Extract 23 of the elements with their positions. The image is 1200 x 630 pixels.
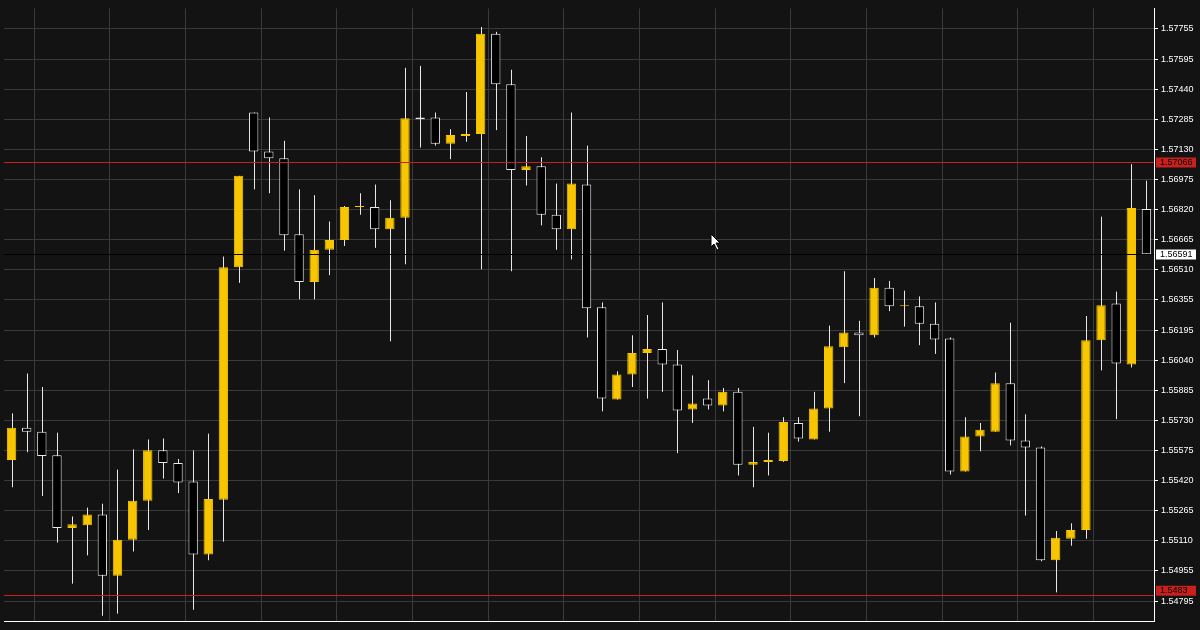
- y-tick-label: 1.55730: [1161, 415, 1194, 426]
- ref-line-label: 1.5483: [1160, 585, 1188, 596]
- y-tick-label: 1.55575: [1161, 445, 1194, 456]
- y-tick-label: 1.55265: [1161, 505, 1194, 516]
- y-tick-label: 1.57285: [1161, 114, 1194, 125]
- y-tick-label: 1.56975: [1161, 174, 1194, 185]
- y-tick-label: 1.57440: [1161, 84, 1194, 95]
- y-tick-label: 1.56040: [1161, 355, 1194, 366]
- y-tick-label: 1.57755: [1161, 23, 1194, 34]
- y-tick-label: 1.56510: [1161, 264, 1194, 275]
- y-tick-label: 1.55420: [1161, 475, 1194, 486]
- y-tick-label: 1.56195: [1161, 325, 1194, 336]
- y-tick-label: 1.57595: [1161, 54, 1194, 65]
- y-tick-label: 1.57130: [1161, 144, 1194, 155]
- y-tick-label: 1.56820: [1161, 204, 1194, 215]
- y-tick-label: 1.55885: [1161, 385, 1194, 396]
- ref-line-label: 1.56591: [1160, 248, 1193, 259]
- y-tick-label: 1.54955: [1161, 565, 1194, 576]
- y-tick-label: 1.55110: [1161, 535, 1193, 546]
- ref-line-label: 1.57066: [1160, 156, 1193, 167]
- y-tick-label: 1.56665: [1161, 234, 1194, 245]
- y-tick-label: 1.54795: [1161, 596, 1194, 607]
- y-tick-label: 1.56355: [1161, 294, 1194, 305]
